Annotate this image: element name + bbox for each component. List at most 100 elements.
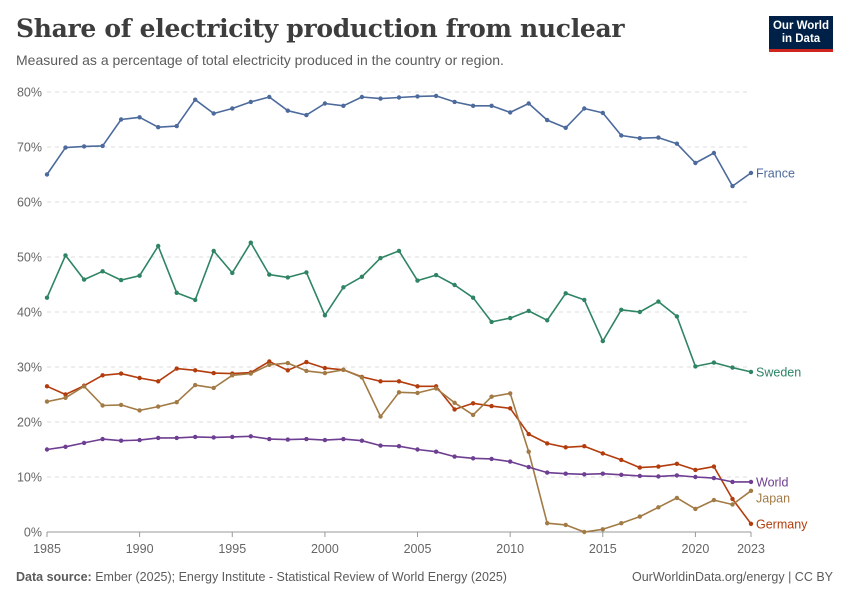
x-tick-label: 2015 xyxy=(589,542,617,556)
data-point-france xyxy=(433,93,439,99)
data-point-sweden xyxy=(267,272,272,277)
data-point-world xyxy=(211,435,216,440)
data-point-japan xyxy=(359,375,365,380)
data-point-world xyxy=(137,437,142,443)
data-point-france xyxy=(137,115,142,120)
data-point-japan xyxy=(44,399,50,404)
data-point-germany xyxy=(508,406,513,411)
data-point-japan xyxy=(415,390,420,396)
data-point-world xyxy=(711,475,717,481)
data-point-world xyxy=(545,470,550,475)
data-point-sweden xyxy=(508,315,513,321)
data-point-sweden xyxy=(137,273,142,278)
data-point-world xyxy=(582,472,587,477)
data-point-germany xyxy=(396,379,402,384)
x-tick-label: 1985 xyxy=(33,542,61,556)
data-point-japan xyxy=(63,395,68,400)
data-point-germany xyxy=(63,392,68,397)
data-point-world xyxy=(341,436,346,442)
data-point-world xyxy=(100,436,105,442)
data-point-japan xyxy=(470,412,476,418)
data-point-sweden xyxy=(44,295,50,300)
data-source-text: Ember (2025); Energy Institute - Statist… xyxy=(95,570,507,584)
data-source: Data source: Ember (2025); Energy Instit… xyxy=(16,570,507,584)
data-point-france xyxy=(118,117,124,122)
data-point-sweden xyxy=(322,313,328,318)
series-label-japan: Japan xyxy=(756,491,790,505)
data-point-germany xyxy=(637,465,642,470)
data-point-japan xyxy=(81,384,87,389)
data-point-sweden xyxy=(396,248,402,254)
data-point-world xyxy=(415,447,420,452)
data-point-japan xyxy=(230,373,235,378)
data-point-france xyxy=(63,145,68,150)
data-point-sweden xyxy=(730,365,735,370)
data-point-world xyxy=(730,479,735,485)
data-point-world xyxy=(748,479,754,485)
owid-logo[interactable]: Our World in Data xyxy=(769,16,833,52)
data-point-sweden xyxy=(637,309,642,315)
data-point-sweden xyxy=(582,297,587,303)
data-point-germany xyxy=(730,496,735,502)
data-point-world xyxy=(230,434,235,440)
data-point-france xyxy=(285,108,290,113)
data-point-france xyxy=(304,112,309,118)
data-point-japan xyxy=(656,505,661,510)
data-point-world xyxy=(619,472,624,477)
data-point-france xyxy=(600,110,605,116)
data-source-label: Data source: xyxy=(16,570,92,584)
data-point-japan xyxy=(526,449,531,454)
data-point-france xyxy=(619,133,624,138)
footer-link[interactable]: OurWorldinData.org/energy | CC BY xyxy=(631,570,833,584)
data-point-france xyxy=(193,97,198,102)
data-point-world xyxy=(322,437,328,443)
data-point-japan xyxy=(396,390,402,395)
data-point-world xyxy=(563,471,568,476)
x-tick-label: 2000 xyxy=(311,542,339,556)
data-point-france xyxy=(415,94,420,99)
data-point-sweden xyxy=(118,277,124,283)
data-point-world xyxy=(526,464,531,470)
data-point-japan xyxy=(248,371,253,376)
data-point-world xyxy=(359,438,365,443)
y-tick-label: 20% xyxy=(17,416,42,430)
data-point-france xyxy=(378,96,383,101)
data-point-japan xyxy=(545,521,550,526)
data-point-germany xyxy=(563,445,568,450)
data-point-germany xyxy=(526,431,531,437)
data-point-germany xyxy=(748,521,754,526)
data-point-japan xyxy=(582,529,587,535)
data-point-france xyxy=(44,172,50,177)
data-point-sweden xyxy=(230,270,235,276)
data-point-france xyxy=(674,141,680,146)
data-point-japan xyxy=(693,506,698,512)
data-point-sweden xyxy=(433,272,439,278)
data-point-world xyxy=(267,436,272,442)
data-point-japan xyxy=(174,400,179,405)
data-point-sweden xyxy=(285,275,290,280)
data-point-france xyxy=(563,125,568,130)
y-tick-label: 50% xyxy=(17,251,42,265)
y-tick-label: 0% xyxy=(24,526,42,540)
data-point-japan xyxy=(748,488,754,493)
data-point-germany xyxy=(674,461,680,466)
y-tick-label: 70% xyxy=(17,141,42,155)
data-point-japan xyxy=(156,404,161,409)
series-line-world xyxy=(46,435,751,483)
data-point-japan xyxy=(674,495,680,501)
data-point-sweden xyxy=(563,291,568,296)
data-point-sweden xyxy=(100,269,105,274)
data-point-france xyxy=(211,111,216,116)
data-point-france xyxy=(359,94,365,100)
data-point-world xyxy=(452,454,457,459)
data-point-world xyxy=(693,474,698,480)
y-tick-label: 30% xyxy=(17,361,42,375)
data-point-world xyxy=(174,435,179,441)
data-point-france xyxy=(656,135,661,140)
logo-line-1: Our World xyxy=(772,20,829,32)
logo-line-2: in Data xyxy=(781,33,821,45)
data-point-germany xyxy=(193,368,198,373)
data-point-germany xyxy=(137,375,142,381)
data-point-world xyxy=(637,473,642,479)
data-point-sweden xyxy=(711,360,717,365)
